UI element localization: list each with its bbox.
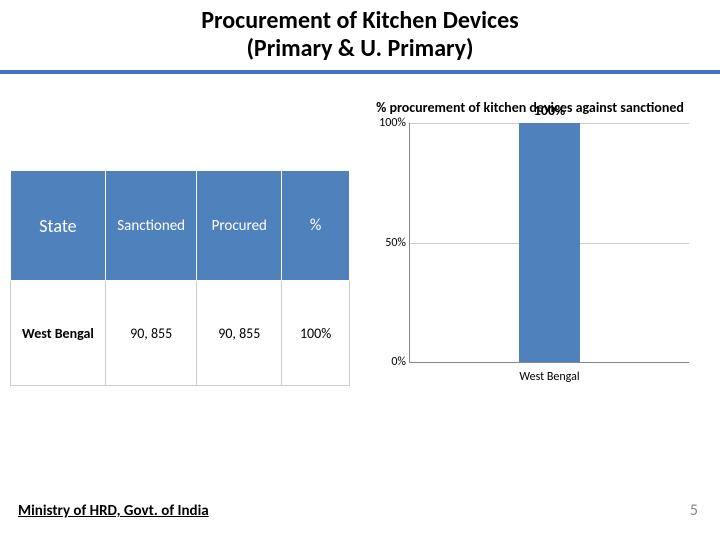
- cell-sanctioned: 90, 855: [105, 281, 197, 386]
- procurement-table: State Sanctioned Procured % West Bengal …: [10, 170, 350, 386]
- cell-state: West Bengal: [11, 281, 106, 386]
- chart-bar: [519, 123, 580, 362]
- chart-ytick-label: 50%: [366, 236, 406, 250]
- chart-xcat-label: West Bengal: [519, 370, 579, 384]
- chart-ytick-label: 0%: [366, 355, 406, 369]
- slide-title-line1: Procurement of Kitchen Devices: [201, 7, 518, 35]
- col-pct: %: [282, 171, 350, 281]
- cell-procured: 90, 855: [197, 281, 282, 386]
- table-row: West Bengal 90, 855 90, 855 100%: [11, 281, 350, 386]
- title-bar: Procurement of Kitchen Devices (Primary …: [0, 0, 720, 74]
- col-procured: Procured: [197, 171, 282, 281]
- chart-plot-area: 0%50%100%100%West Bengal: [409, 123, 689, 363]
- chart-bar-label: 100%: [520, 102, 580, 119]
- slide-title-line2: (Primary & U. Primary): [201, 35, 518, 63]
- col-sanctioned: Sanctioned: [105, 171, 197, 281]
- table-header-row: State Sanctioned Procured %: [11, 171, 350, 281]
- data-table: State Sanctioned Procured % West Bengal …: [10, 170, 350, 386]
- page-number: 5: [690, 501, 698, 520]
- slide-title: Procurement of Kitchen Devices (Primary …: [201, 7, 518, 62]
- col-state: State: [11, 171, 106, 281]
- bar-chart: % procurement of kitchen devices against…: [365, 100, 695, 420]
- footer-text: Ministry of HRD, Govt. of India: [18, 502, 209, 520]
- chart-ytick-label: 100%: [366, 116, 406, 130]
- cell-pct: 100%: [282, 281, 350, 386]
